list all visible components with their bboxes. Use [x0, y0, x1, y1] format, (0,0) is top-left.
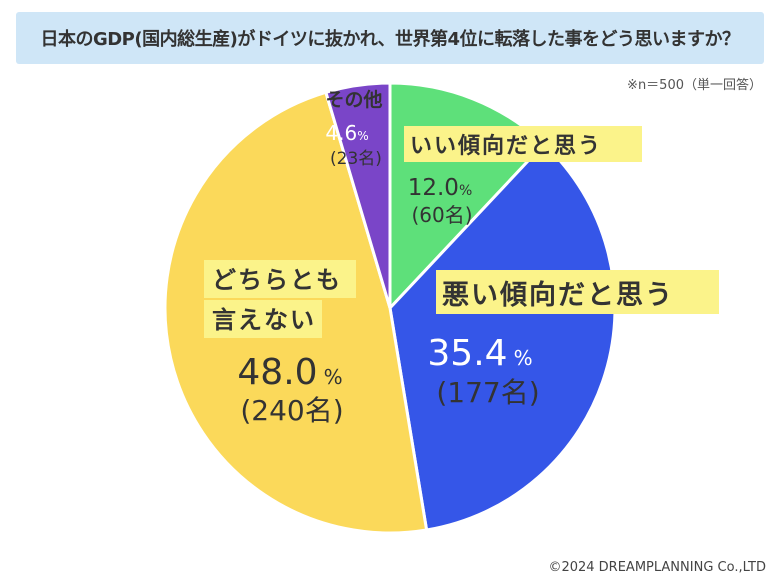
label-highlight-good [404, 126, 642, 162]
slice-count-good: (60名) [411, 203, 472, 227]
slice-label-bad: 悪い傾向だと思う [442, 279, 674, 311]
slice-other [324, 81, 392, 309]
slice-count-bad: (177名) [436, 376, 539, 409]
slice-label-neutral-line1: どちらとも [212, 266, 342, 294]
slice-label-neutral-line2: 言えない [212, 306, 316, 334]
label-highlight-neutral-1 [204, 260, 356, 298]
slice-label-other: その他 [325, 88, 382, 111]
slice-pct-bad: 35.4% [427, 333, 532, 374]
slice-count-neutral: (240名) [240, 394, 343, 427]
slice-label-good: いい傾向だと思う [410, 133, 602, 159]
slice-bad [388, 141, 617, 532]
label-highlight-bad [436, 270, 719, 314]
copyright: ©2024 DREAMPLANNING Co.,LTD [548, 560, 766, 575]
label-highlight-neutral-2 [204, 300, 322, 338]
slice-count-other: (23名) [330, 149, 382, 169]
chart-title: 日本のGDP(国内総生産)がドイツに抜かれ、世界第4位に転落した事をどう思います… [16, 12, 764, 64]
slice-pct-neutral: 48.0% [237, 352, 342, 393]
slice-pct-other: 4.6% [325, 121, 368, 145]
sample-note: ※n＝500（単一回答） [627, 78, 762, 93]
slice-pct-good: 12.0% [408, 175, 473, 201]
